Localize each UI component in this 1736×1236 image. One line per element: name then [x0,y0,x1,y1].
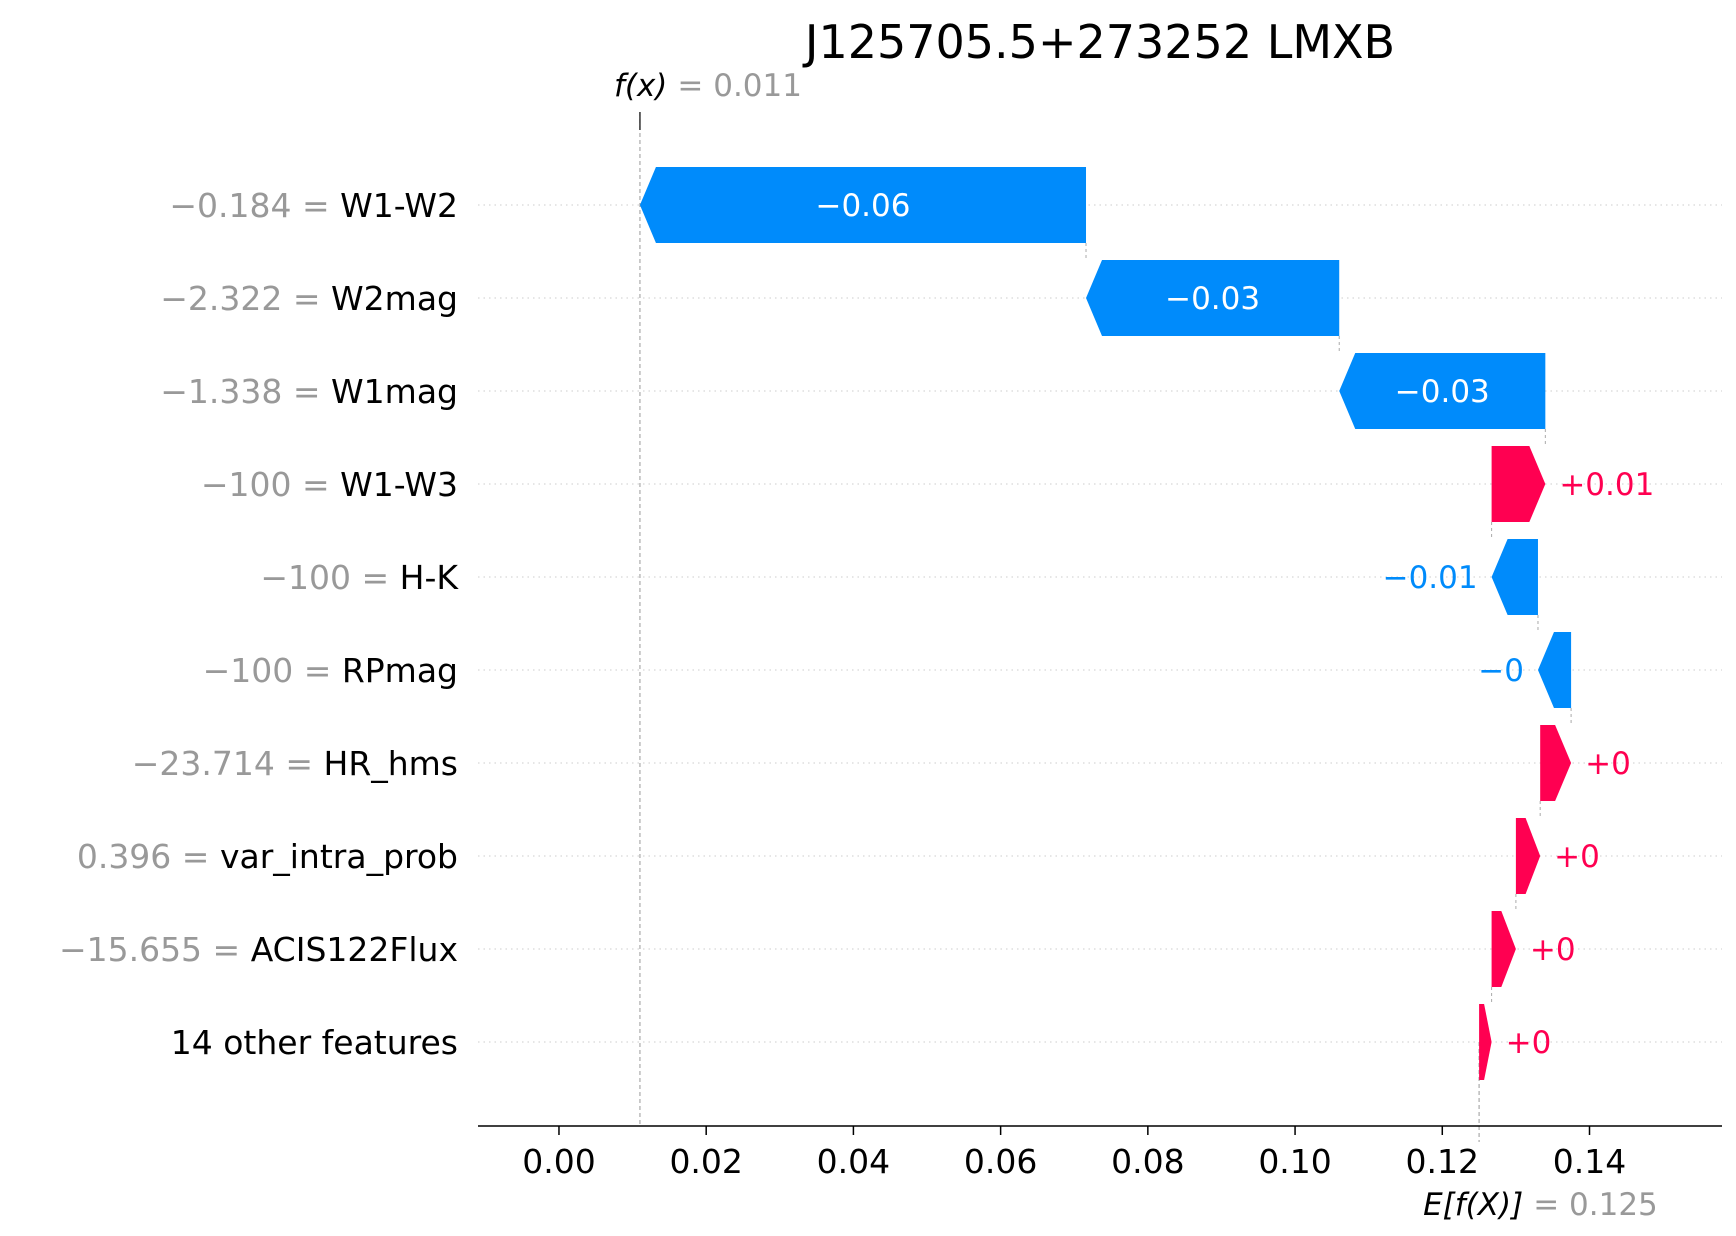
feature-name: var_intra_prob [220,837,458,876]
feature-value: −15.655 = [59,930,251,969]
feature-value: −100 = [201,465,340,504]
x-tick-label: 0.02 [669,1142,742,1181]
feature-label: −0.184 = W1-W2 [169,186,458,225]
fx-annotation: f(x) = 0.011 [614,68,802,104]
feature-label: −2.322 = W2mag [160,279,458,318]
fx-label: f(x) [614,68,667,104]
feature-value: −2.322 = [160,279,331,318]
bar-value-label: −0.06 [815,188,910,224]
feature-label: −100 = W1-W3 [201,465,458,504]
feature-label: −1.338 = W1mag [160,372,458,411]
feature-label: −100 = RPmag [203,651,458,690]
feature-value: −100 = [203,651,342,690]
bars [639,167,1572,1080]
x-tick-label: 0.10 [1258,1142,1331,1181]
feature-label: −23.714 = HR_hms [132,744,458,783]
feature-value: −1.338 = [160,372,331,411]
fx-value: = 0.011 [677,68,802,104]
feature-labels: −0.06 −0.184 = W1-W2 −0.03 −2.322 = W2mag −0… [59,186,1654,1062]
feature-value: −100 = [260,558,399,597]
x-tick-label: 0.08 [1111,1142,1184,1181]
feature-label: −15.655 = ACIS122Flux [59,930,458,969]
bar-2 [1086,260,1340,336]
bar-value-label: +0 [1554,839,1600,875]
bar-value-label: −0.03 [1165,281,1260,317]
bar-value-label: −0 [1478,653,1524,689]
bar-4 [1491,446,1546,522]
x-axis: 0.00 0.02 0.04 0.06 0.08 0.10 0.12 0.14 [478,1125,1722,1181]
bar-10 [1479,1004,1492,1080]
feature-label: 0.396 = var_intra_prob [77,837,458,876]
efx-annotation: E[f(X)] = 0.125 [1423,1187,1658,1223]
bar-1 [639,167,1087,243]
x-tick-label: 0.04 [817,1142,890,1181]
feature-value: −23.714 = [132,744,324,783]
feature-name: H-K [400,558,460,597]
bar-9 [1491,911,1516,987]
feature-name: W1-W2 [340,186,458,225]
bar-value-label: −0.01 [1383,560,1478,596]
bar-5 [1491,539,1538,615]
efx-label: E[f(X)] [1423,1187,1523,1223]
efx-value: = 0.125 [1533,1187,1658,1223]
feature-name: W1-W3 [340,465,458,504]
feature-label: −100 = H-K [260,558,459,597]
feature-name: W2mag [331,279,458,318]
bar-6 [1537,632,1572,708]
bar-value-label: −0.03 [1395,374,1490,410]
feature-value: 0.396 = [77,837,220,876]
feature-name: W1mag [331,372,458,411]
feature-value: −0.184 = [169,186,340,225]
bar-value-label: +0 [1506,1025,1552,1061]
feature-name: HR_hms [324,744,459,783]
chart-title: J125705.5+273252 LMXB [802,15,1395,69]
x-tick-label: 0.06 [964,1142,1037,1181]
x-tick-label: 0.14 [1553,1142,1626,1181]
x-tick-label: 0.12 [1406,1142,1479,1181]
feature-name: 14 other features [171,1023,458,1062]
bar-3 [1339,353,1546,429]
annotations: f(x) = 0.011 E[f(X)] = 0.125 [614,68,1658,1223]
feature-label: 14 other features [171,1023,458,1062]
bar-value-label: +0.01 [1559,467,1654,503]
feature-name: RPmag [342,651,458,690]
bar-value-label: +0 [1530,932,1576,968]
x-tick-label: 0.00 [522,1142,595,1181]
feature-name: ACIS122Flux [251,930,458,969]
bar-7 [1540,725,1572,801]
bar-value-label: +0 [1585,746,1631,782]
bar-8 [1515,818,1541,894]
